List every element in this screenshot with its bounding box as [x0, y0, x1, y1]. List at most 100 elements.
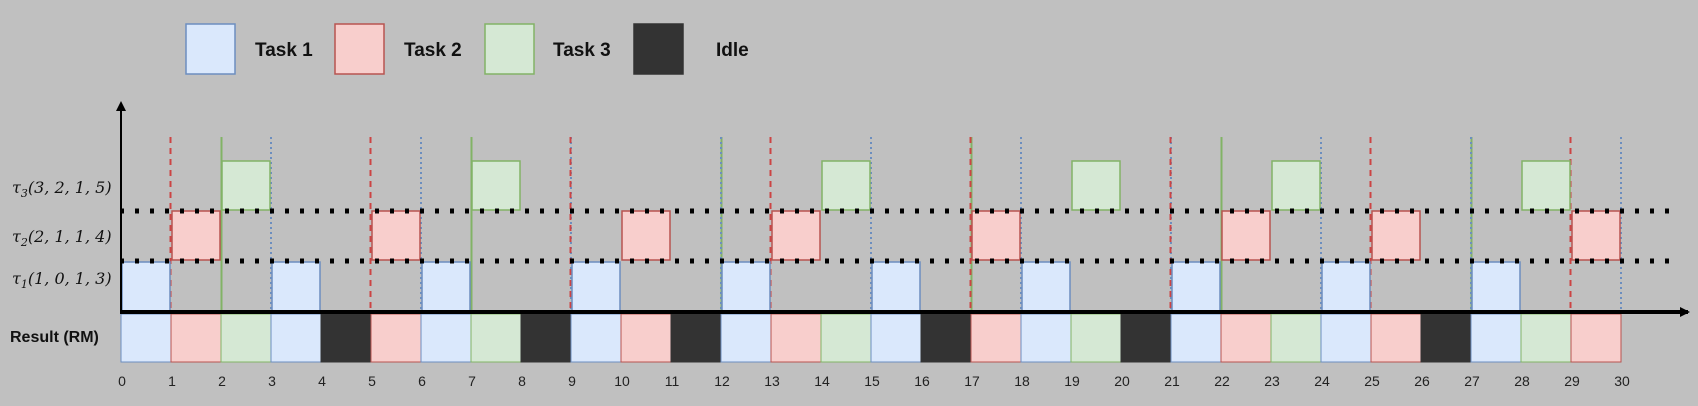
- task-rows: [121, 160, 1621, 312]
- row-label-tau2: τ2(2, 1, 1, 4): [12, 227, 112, 249]
- time-tick-24: 24: [1314, 373, 1330, 389]
- result-slot-8-idle: [520, 313, 572, 363]
- time-tick-16: 16: [914, 373, 930, 389]
- time-tick-9: 9: [568, 373, 576, 389]
- time-tick-10: 10: [614, 373, 630, 389]
- time-tick-18: 18: [1014, 373, 1030, 389]
- tau3-symbol: τ: [12, 178, 22, 197]
- legend-label-task3: Task 3: [553, 40, 611, 61]
- result-slot-15-task1: [870, 313, 922, 363]
- tau2-symbol: τ: [12, 227, 22, 246]
- task1-job-block-t18: [1021, 261, 1071, 312]
- legend-label-task1: Task 1: [255, 40, 313, 61]
- result-row-label: Result (RM): [10, 329, 99, 346]
- time-tick-17: 17: [964, 373, 980, 389]
- result-slot-24-task1: [1320, 313, 1372, 363]
- time-tick-26: 26: [1414, 373, 1430, 389]
- task3-job-block-t2: [221, 160, 271, 211]
- time-tick-11: 11: [665, 373, 680, 389]
- legend-swatch-idle: [633, 23, 684, 75]
- result-slot-22-task2: [1220, 313, 1272, 363]
- time-tick-12: 12: [714, 373, 730, 389]
- task1-job-block-t24: [1321, 261, 1371, 312]
- legend-swatch-task1: [185, 23, 236, 75]
- legend: Task 1 Task 2 Task 3 Idle: [185, 23, 749, 75]
- task1-job-block-t27: [1471, 261, 1521, 312]
- result-slot-2-task3: [220, 313, 272, 363]
- time-tick-8: 8: [518, 373, 526, 389]
- tau1-symbol: τ: [12, 269, 22, 288]
- result-slot-19-task3: [1070, 313, 1122, 363]
- task1-job-block-t9: [571, 261, 621, 312]
- time-tick-21: 21: [1164, 373, 1180, 389]
- time-tick-27: 27: [1464, 373, 1480, 389]
- result-slot-17-task2: [970, 313, 1022, 363]
- time-tick-0: 0: [118, 373, 126, 389]
- task2-job-block-t1: [171, 210, 221, 261]
- result-row: [120, 313, 1622, 363]
- task1-job-block-t12: [721, 261, 771, 312]
- time-tick-15: 15: [864, 373, 880, 389]
- result-slot-11-idle: [670, 313, 722, 363]
- result-slot-13-task2: [770, 313, 822, 363]
- time-tick-5: 5: [368, 373, 376, 389]
- time-tick-2: 2: [218, 373, 226, 389]
- row-label-tau3: τ3(3, 2, 1, 5): [12, 178, 112, 200]
- result-slot-26-idle: [1420, 313, 1472, 363]
- task3-job-block-t14: [821, 160, 871, 211]
- result-slot-3-task1: [270, 313, 322, 363]
- result-slot-27-task1: [1470, 313, 1522, 363]
- row-label-tau1: τ1(1, 0, 1, 3): [12, 269, 112, 291]
- task2-job-block-t29: [1571, 210, 1621, 261]
- legend-label-idle: Idle: [716, 40, 749, 61]
- task1-job-block-t0: [121, 261, 171, 312]
- time-tick-7: 7: [468, 373, 476, 389]
- time-tick-13: 13: [764, 373, 780, 389]
- legend-swatch-task2: [334, 23, 385, 75]
- time-tick-28: 28: [1514, 373, 1530, 389]
- result-slot-5-task2: [370, 313, 422, 363]
- time-tick-19: 19: [1064, 373, 1080, 389]
- time-tick-14: 14: [814, 373, 830, 389]
- task2-job-block-t17: [971, 210, 1021, 261]
- result-slot-1-task2: [170, 313, 222, 363]
- result-slot-14-task3: [820, 313, 872, 363]
- time-tick-29: 29: [1564, 373, 1580, 389]
- result-slot-29-task2: [1570, 313, 1622, 363]
- task3-job-block-t28: [1521, 160, 1571, 211]
- time-tick-23: 23: [1264, 373, 1280, 389]
- task1-job-block-t21: [1171, 261, 1221, 312]
- time-tick-30: 30: [1614, 373, 1630, 389]
- result-slot-28-task3: [1520, 313, 1572, 363]
- tau1-subscript: 1: [21, 278, 28, 291]
- task3-job-block-t7: [471, 160, 521, 211]
- task3-job-block-t19: [1071, 160, 1121, 211]
- task1-job-block-t6: [421, 261, 471, 312]
- result-slot-4-idle: [320, 313, 372, 363]
- time-tick-20: 20: [1114, 373, 1130, 389]
- tau2-subscript: 2: [20, 236, 28, 249]
- time-tick-25: 25: [1364, 373, 1380, 389]
- result-slot-12-task1: [720, 313, 772, 363]
- result-slot-25-task2: [1370, 313, 1422, 363]
- tau1-params: (1, 0, 1, 3): [28, 269, 112, 288]
- time-tick-labels: 0 1 2 3 4 5 6 7 8 9 10 11 12 13 14 15 16 17 18 19 20 21 22 23 24…: [118, 373, 1630, 389]
- time-tick-22: 22: [1214, 373, 1230, 389]
- task2-job-block-t22: [1221, 210, 1271, 261]
- result-slot-16-idle: [920, 313, 972, 363]
- time-tick-4: 4: [318, 373, 326, 389]
- task2-job-block-t25: [1371, 210, 1421, 261]
- task2-job-block-t5: [371, 210, 421, 261]
- tau2-params: (2, 1, 1, 4): [28, 227, 112, 246]
- result-slot-6-task1: [420, 313, 472, 363]
- legend-label-task2: Task 2: [404, 40, 462, 61]
- result-slot-18-task1: [1020, 313, 1072, 363]
- legend-swatch-task3: [484, 23, 535, 75]
- time-tick-6: 6: [418, 373, 426, 389]
- result-slot-21-task1: [1170, 313, 1222, 363]
- result-slot-0-task1: [120, 313, 172, 363]
- result-slot-7-task3: [470, 313, 522, 363]
- result-slot-10-task2: [620, 313, 672, 363]
